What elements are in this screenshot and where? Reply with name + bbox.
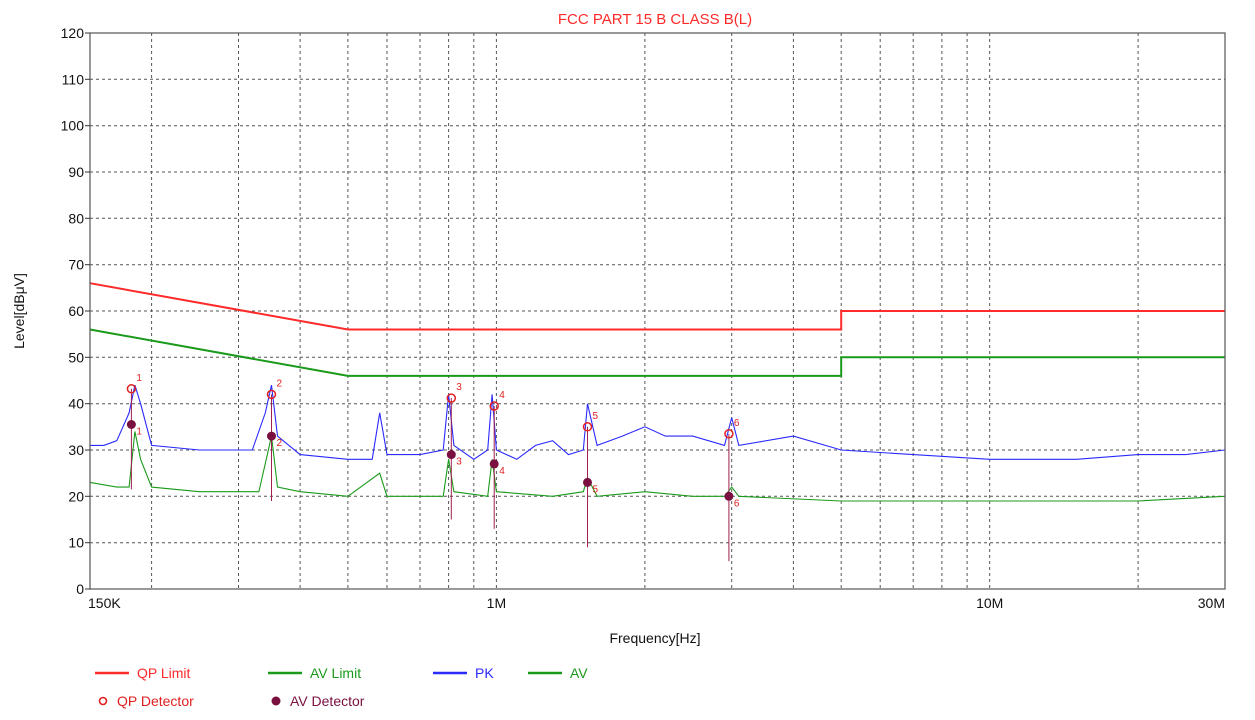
qp-detector-point	[446, 393, 457, 403]
av-detector-point	[583, 477, 592, 487]
y-tick-label: 40	[68, 396, 84, 412]
legend-label: AV	[570, 665, 588, 681]
qp-marker-label: 1	[136, 373, 142, 384]
qp-detector-point	[582, 422, 593, 432]
qp-marker-label: 3	[456, 382, 462, 393]
y-tick-label: 100	[61, 118, 85, 134]
series-qp-limit	[89, 282, 1225, 331]
qp-marker-label: 5	[593, 411, 599, 422]
chart-title: FCC PART 15 B CLASS B(L)	[558, 11, 752, 28]
legend-label: QP Limit	[137, 665, 191, 681]
y-tick-label: 110	[62, 71, 85, 87]
y-tick-label: 50	[68, 349, 84, 365]
av-detector-point	[489, 459, 499, 469]
y-tick-label: 0	[76, 581, 84, 597]
y-tick-label: 10	[68, 535, 84, 551]
y-tick-label: 30	[68, 442, 84, 458]
qp-detector-point	[266, 389, 277, 400]
limit-lines	[89, 282, 1225, 377]
av-marker-label: 4	[499, 466, 505, 477]
x-axis-ticks: 150K 1M 10M 30M	[88, 595, 1225, 611]
av-detector-point	[126, 420, 136, 429]
y-axis-label: Level[dBμV]	[11, 273, 27, 349]
av-marker-label: 5	[593, 484, 599, 495]
av-detector-point	[267, 431, 276, 441]
y-tick-label: 90	[68, 164, 84, 180]
x-axis-label: Frequency[Hz]	[609, 630, 700, 646]
x-tick-label: 10M	[976, 595, 1003, 611]
legend: QP Limit AV Limit PK AV QP Detector AV Detect…	[95, 665, 588, 709]
x-tick-label: 150K	[88, 595, 121, 611]
legend-item-av: AV	[528, 665, 588, 681]
detector-marker-5: 55	[582, 411, 599, 548]
legend-label: QP Detector	[117, 693, 194, 709]
qp-marker-label: 4	[499, 390, 505, 401]
legend-item-av_detector: AV Detector	[271, 693, 365, 709]
qp-detector-point	[489, 401, 499, 411]
y-tick-label: 60	[68, 303, 84, 319]
legend-swatch	[98, 696, 108, 706]
detector-marker-2: 22	[266, 378, 283, 501]
qp-marker-label: 6	[734, 418, 740, 429]
qp-detector-point	[724, 429, 734, 439]
av-marker-label: 2	[277, 438, 283, 449]
x-tick-label: 1M	[487, 595, 506, 611]
detector-marker-3: 33	[446, 382, 462, 520]
av-marker-label: 1	[136, 427, 142, 438]
legend-item-pk: PK	[433, 665, 494, 681]
av-detector-point	[446, 450, 456, 460]
y-tick-label: 80	[68, 210, 84, 226]
av-detector-point	[724, 491, 734, 501]
detector-marker-1: 11	[126, 373, 142, 490]
legend-label: AV Limit	[310, 665, 361, 681]
legend-label: PK	[475, 665, 494, 681]
qp-marker-label: 2	[277, 378, 283, 389]
detector-marker-6: 66	[724, 418, 740, 562]
y-tick-label: 70	[68, 257, 84, 273]
legend-item-av_limit: AV Limit	[268, 665, 361, 681]
legend-swatch	[271, 696, 281, 706]
qp-detector-point	[126, 384, 137, 394]
legend-item-qp_limit: QP Limit	[95, 665, 191, 681]
series-pk	[90, 384, 1226, 460]
y-tick-label: 20	[68, 488, 84, 504]
av-marker-label: 6	[734, 498, 740, 509]
av-marker-label: 3	[456, 457, 462, 468]
y-tick-label: 120	[61, 25, 85, 41]
legend-label: AV Detector	[290, 693, 365, 709]
legend-item-qp_detector: QP Detector	[98, 693, 194, 709]
x-tick-label: 30M	[1198, 595, 1225, 611]
series-av-limit	[89, 328, 1225, 377]
y-axis-ticks: 0 10 20 30 40 50 60 70 80 90 100 110 120	[61, 25, 90, 597]
detector-marker-4: 44	[489, 390, 505, 529]
